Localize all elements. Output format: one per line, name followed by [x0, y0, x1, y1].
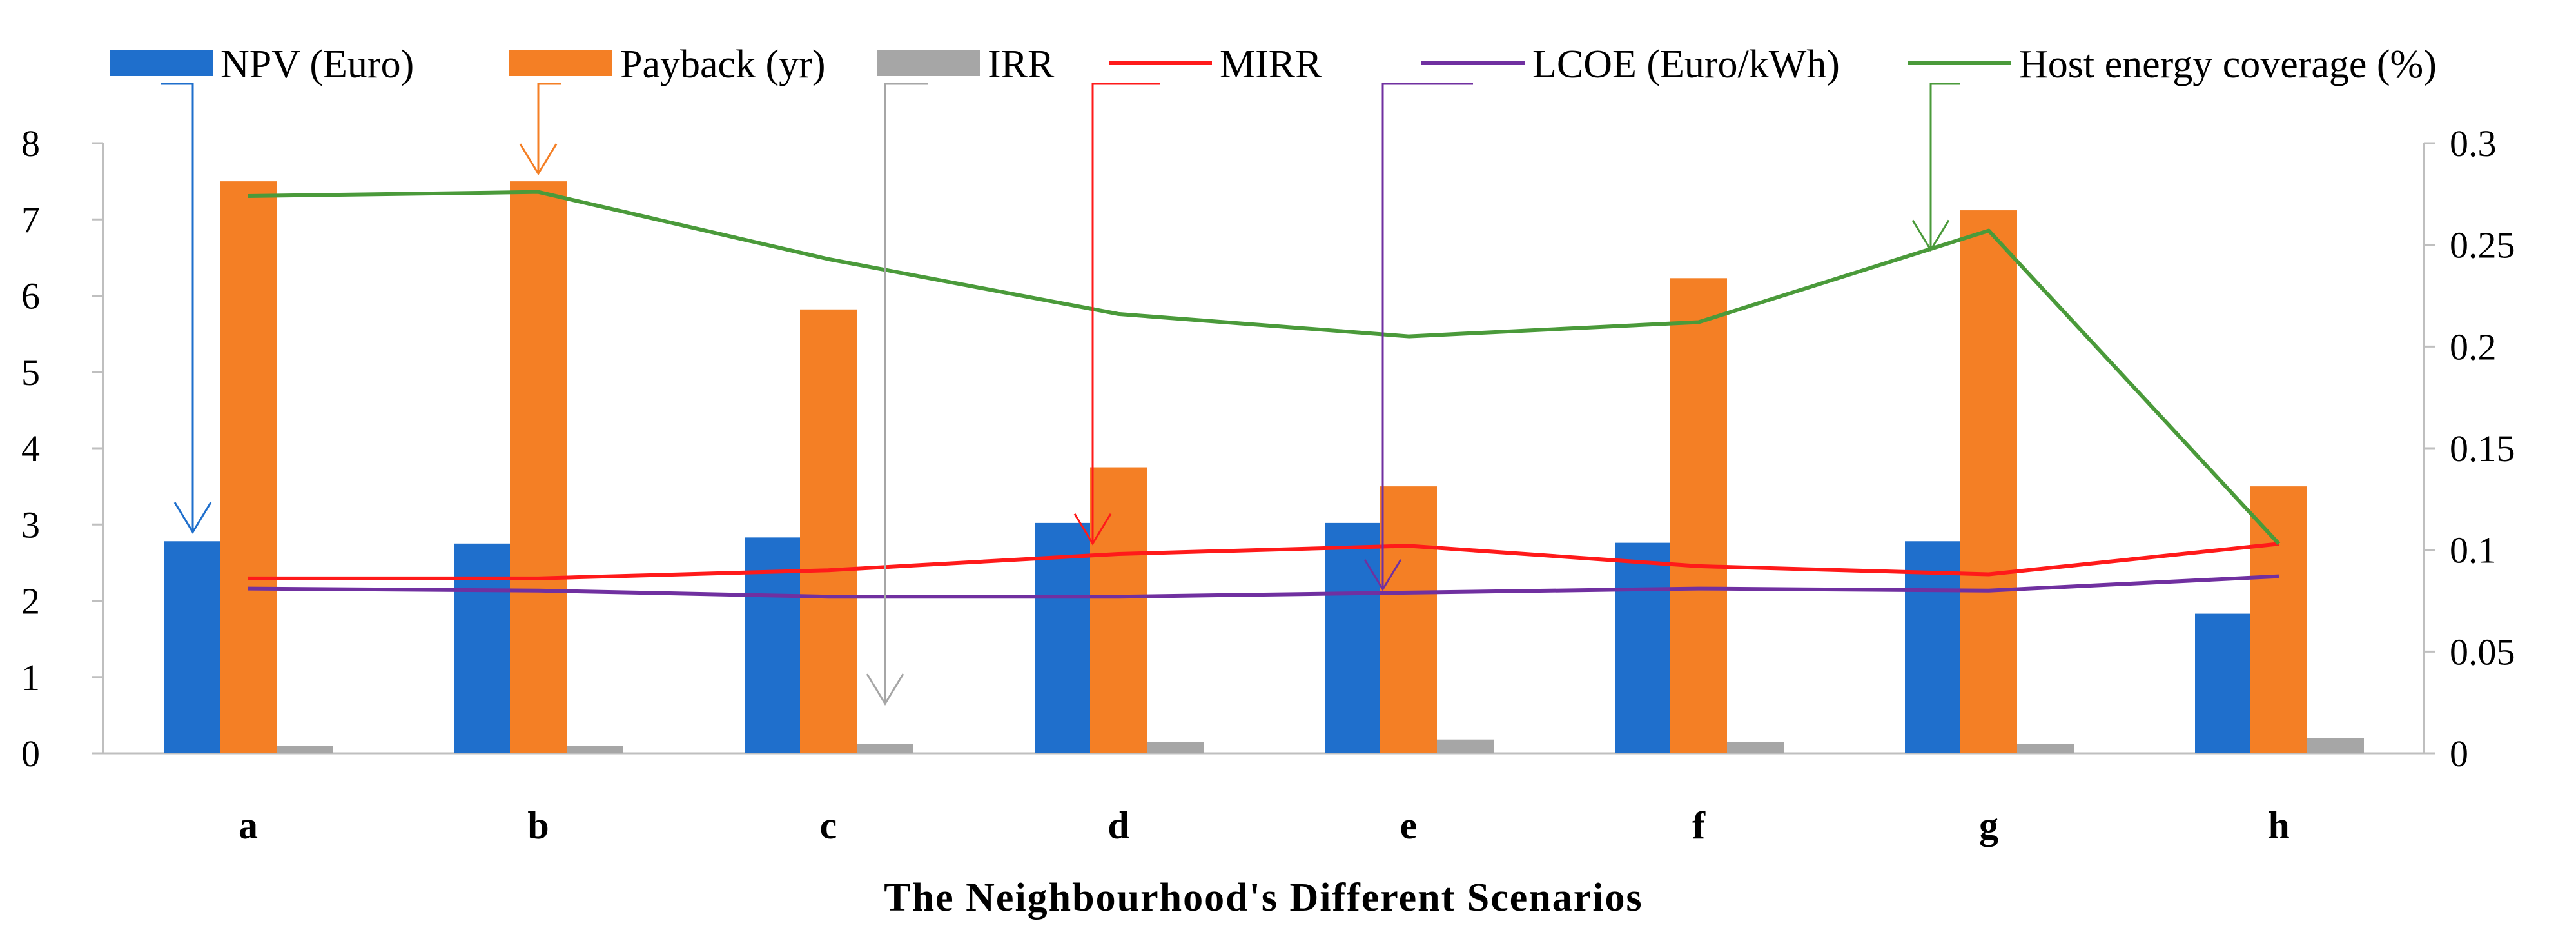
legend-item-host: Host energy coverage (%) — [1908, 43, 2437, 86]
legend-item-payback: Payback (yr) — [509, 43, 825, 86]
left-tick-label: 6 — [21, 275, 40, 317]
bar-npv-h — [2195, 613, 2252, 753]
bar-payback-f — [1670, 278, 1727, 753]
right-tick-label: 0.15 — [2450, 428, 2515, 470]
category-label-h: h — [2268, 804, 2289, 847]
legend-item-mirr: MIRR — [1109, 43, 1322, 86]
bar-npv-b — [454, 543, 511, 753]
arrow-host — [1911, 83, 1960, 252]
right-tick-label: 0.2 — [2450, 326, 2497, 368]
left-tick-label: 7 — [21, 199, 40, 241]
line-host — [248, 190, 2281, 546]
x-axis-title: The Neighbourhood's Different Scenarios — [884, 876, 1643, 920]
category-label-e: e — [1400, 804, 1418, 847]
left-tick-label: 2 — [21, 580, 40, 622]
category-label-c: c — [820, 804, 837, 847]
annotation-arrows — [161, 83, 1960, 706]
right-tick-label: 0.1 — [2450, 529, 2497, 571]
legend-item-npv: NPV (Euro) — [110, 43, 414, 86]
legend-label: Host energy coverage (%) — [2019, 43, 2437, 86]
category-label-a: a — [239, 804, 258, 847]
category-label-b: b — [527, 804, 549, 847]
axis-labels: a b c d e f g h The Neighbourhood's Different Sc… — [239, 804, 2290, 920]
bar-payback-g — [1960, 210, 2017, 753]
bar-payback-c — [800, 309, 857, 753]
legend-label: IRR — [988, 43, 1055, 86]
line-lcoe — [248, 574, 2279, 599]
bar-payback-e — [1380, 486, 1437, 753]
arrow-lcoe — [1363, 83, 1473, 591]
right-tick-label: 0.05 — [2450, 631, 2515, 673]
right-tick-label: 0.25 — [2450, 224, 2515, 266]
category-label-d: d — [1107, 804, 1129, 847]
series-lines — [248, 190, 2281, 599]
bar-irr-d — [1147, 742, 1204, 753]
bars — [164, 181, 2364, 753]
bar-npv-g — [1905, 541, 1962, 753]
bar-irr-b — [567, 746, 623, 753]
legend-swatch — [110, 50, 213, 76]
legend-label: Payback (yr) — [620, 43, 825, 86]
arrow-irr — [866, 83, 928, 706]
arrow-mirr — [1073, 83, 1160, 546]
bar-irr-h — [2307, 738, 2364, 753]
left-tick-label: 0 — [21, 733, 40, 775]
category-label-g: g — [1979, 804, 1998, 847]
bar-payback-b — [510, 181, 567, 753]
left-tick-label: 5 — [21, 351, 40, 393]
legend-item-lcoe: LCOE (Euro/kWh) — [1421, 43, 1840, 86]
legend-swatch — [877, 50, 980, 76]
line-mirr — [248, 542, 2279, 580]
bar-irr-a — [277, 746, 333, 753]
axes: 0 1 2 3 4 5 6 7 8 0 0.05 0.1 0.15 0.2 0.25 0.3 — [21, 123, 2515, 775]
left-tick-label: 3 — [21, 504, 40, 546]
left-tick-label: 1 — [21, 657, 40, 698]
bar-npv-e — [1325, 522, 1381, 753]
bar-payback-h — [2250, 486, 2307, 753]
legend-swatch — [509, 50, 612, 76]
bar-npv-f — [1615, 542, 1672, 753]
category-label-f: f — [1692, 804, 1706, 847]
right-tick-label: 0.3 — [2450, 123, 2497, 164]
legend-label: MIRR — [1220, 43, 1322, 86]
legend-item-irr: IRR — [877, 43, 1055, 86]
left-tick-label: 4 — [21, 428, 40, 470]
bar-irr-e — [1437, 739, 1494, 753]
left-tick-label: 8 — [21, 123, 40, 164]
arrow-npv — [161, 83, 212, 534]
legend-label: LCOE (Euro/kWh) — [1532, 43, 1840, 86]
arrow-payback — [519, 83, 561, 176]
bar-irr-c — [857, 744, 913, 753]
bar-npv-d — [1035, 522, 1091, 753]
bar-npv-a — [164, 541, 221, 753]
bar-payback-d — [1090, 467, 1147, 753]
right-tick-label: 0 — [2450, 733, 2468, 775]
bar-payback-a — [220, 181, 277, 753]
legend: NPV (Euro) Payback (yr) IRR MIRR LCOE (Euro/… — [110, 43, 2437, 86]
bar-irr-g — [2017, 744, 2074, 753]
bar-irr-f — [1727, 742, 1784, 753]
legend-label: NPV (Euro) — [220, 43, 414, 86]
